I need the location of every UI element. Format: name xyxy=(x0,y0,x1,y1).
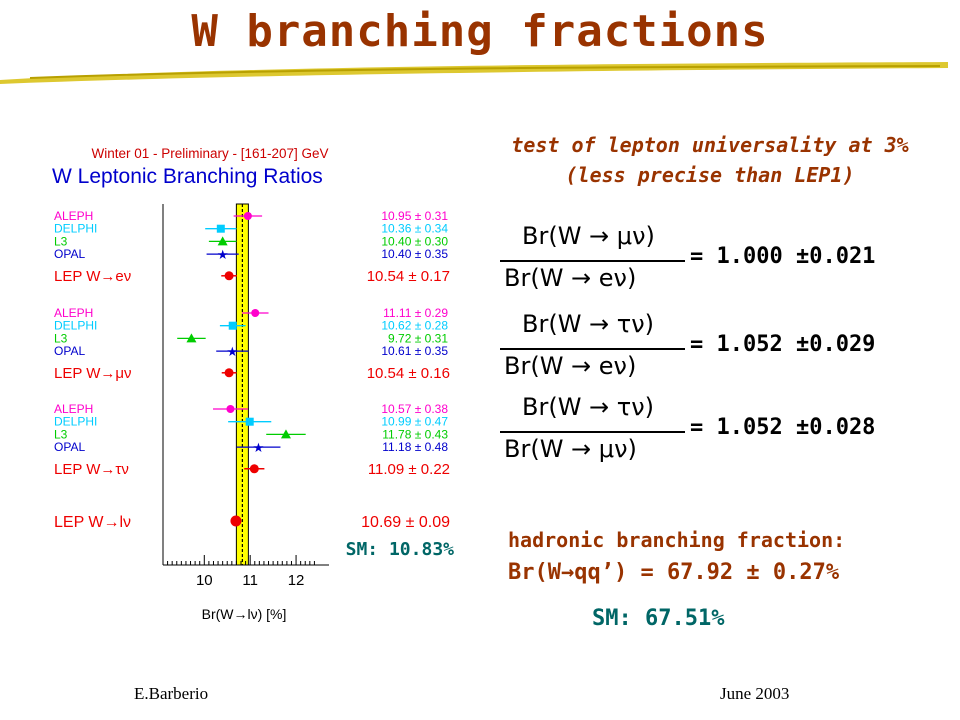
ratio-mu-e: Br(W → μν) Br(W → eν) = 1.000 ±0.021 xyxy=(500,222,930,302)
experiment-label: DELPHI xyxy=(54,319,97,333)
marker-square xyxy=(245,417,254,426)
combined-value: 10.54 ± 0.16 xyxy=(367,365,450,382)
experiment-label: ALEPH xyxy=(54,402,93,416)
x-tick-label: 10 xyxy=(196,572,213,589)
ratio-value: = 1.052 ±0.028 xyxy=(690,415,876,440)
combined-value: 10.54 ± 0.17 xyxy=(367,268,450,285)
chart-title: W Leptonic Branching Ratios xyxy=(52,165,323,188)
ratio-denominator: Br(W → μν) xyxy=(504,435,637,463)
ratio-tau-mu: Br(W → τν) Br(W → μν) = 1.052 ±0.028 xyxy=(500,393,930,473)
experiment-label: DELPHI xyxy=(54,222,97,236)
ratio-numerator: Br(W → τν) xyxy=(522,393,655,421)
combined-label: LEP W→τν xyxy=(54,461,129,478)
slide-title: W branching fractions xyxy=(191,6,769,57)
measurement-value: 10.95 ± 0.31 xyxy=(381,209,448,223)
measurement-value: 10.62 ± 0.28 xyxy=(381,319,448,333)
universality-subheading: (less precise than LEP1) xyxy=(565,163,855,187)
branching-ratio-chart: Winter 01 - Preliminary - [161-207] GeV W… xyxy=(52,146,455,622)
x-tick-label: 11 xyxy=(242,572,258,589)
measurement-value: 10.36 ± 0.34 xyxy=(381,222,448,236)
hadronic-value: Br(W→qq’) = 67.92 ± 0.27% xyxy=(508,560,840,585)
marker-circle xyxy=(226,405,235,413)
experiment-label: L3 xyxy=(54,234,68,248)
marker-star: ★ xyxy=(226,345,238,360)
measurement-value: 9.72 ± 0.31 xyxy=(388,331,448,345)
experiment-label: L3 xyxy=(54,427,68,441)
combined-value: 11.09 ± 0.22 xyxy=(368,461,450,478)
ratio-value: = 1.052 ±0.029 xyxy=(690,332,876,357)
x-axis-label: Br(W→lν) [%] xyxy=(202,606,287,622)
fraction-bar xyxy=(500,431,685,433)
marker-triangle xyxy=(280,429,291,439)
combined-label: LEP W→eν xyxy=(54,268,131,285)
chart-header: Winter 01 - Preliminary - [161-207] GeV xyxy=(91,146,328,161)
measurement-value: 10.99 ± 0.47 xyxy=(381,415,448,429)
title-underline xyxy=(0,62,948,84)
universality-heading: test of lepton universality at 3% xyxy=(511,133,909,157)
hadronic-label: hadronic branching fraction: xyxy=(508,528,846,552)
measurement-value: 10.40 ± 0.35 xyxy=(381,247,448,261)
measurement-value: 10.57 ± 0.38 xyxy=(381,402,448,416)
measurement-value: 11.78 ± 0.43 xyxy=(382,427,448,441)
footer-date: June 2003 xyxy=(720,684,790,703)
x-tick-label: 12 xyxy=(288,572,305,589)
overall-label: LEP W→lν xyxy=(54,514,131,531)
marker-star: ★ xyxy=(217,248,229,263)
ratio-tau-e: Br(W → τν) Br(W → eν) = 1.052 ±0.029 xyxy=(500,310,930,390)
ratio-numerator: Br(W → μν) xyxy=(522,222,655,250)
experiment-label: OPAL xyxy=(54,344,85,358)
experiment-label: ALEPH xyxy=(54,209,93,223)
marker-triangle xyxy=(186,333,197,343)
ratio-denominator: Br(W → eν) xyxy=(504,264,637,292)
marker-triangle xyxy=(217,236,228,246)
experiment-label: DELPHI xyxy=(54,415,97,429)
overall-marker xyxy=(230,515,242,527)
experiment-label: L3 xyxy=(54,331,68,345)
combined-marker xyxy=(249,464,259,474)
marker-square xyxy=(228,321,237,330)
combined-marker xyxy=(224,271,234,281)
marker-circle xyxy=(251,309,260,317)
combined-label: LEP W→μν xyxy=(54,365,132,382)
ratio-value: = 1.000 ±0.021 xyxy=(690,244,876,269)
fraction-bar xyxy=(500,348,685,350)
fraction-bar xyxy=(500,260,685,262)
experiment-label: ALEPH xyxy=(54,306,93,320)
footer-author: E.Barberio xyxy=(134,684,209,703)
measurement-value: 11.18 ± 0.48 xyxy=(382,440,448,454)
measurement-value: 11.11 ± 0.29 xyxy=(383,306,448,320)
measurement-value: 10.40 ± 0.30 xyxy=(381,234,448,248)
overall-value: 10.69 ± 0.09 xyxy=(361,514,450,531)
experiment-label: OPAL xyxy=(54,440,85,454)
sm-label: SM: 10.83% xyxy=(346,539,455,560)
ratio-numerator: Br(W → τν) xyxy=(522,310,655,338)
marker-circle xyxy=(243,212,252,220)
experiment-label: OPAL xyxy=(54,247,85,261)
marker-star: ★ xyxy=(253,441,265,456)
measurement-value: 10.61 ± 0.35 xyxy=(381,344,448,358)
hadronic-sm-value: SM: 67.51% xyxy=(592,606,725,631)
marker-square xyxy=(216,224,225,233)
ratio-denominator: Br(W → eν) xyxy=(504,352,637,380)
combined-marker xyxy=(224,368,234,378)
